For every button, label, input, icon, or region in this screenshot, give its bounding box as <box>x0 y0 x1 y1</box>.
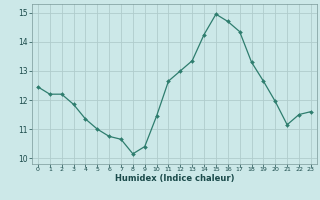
X-axis label: Humidex (Indice chaleur): Humidex (Indice chaleur) <box>115 174 234 183</box>
